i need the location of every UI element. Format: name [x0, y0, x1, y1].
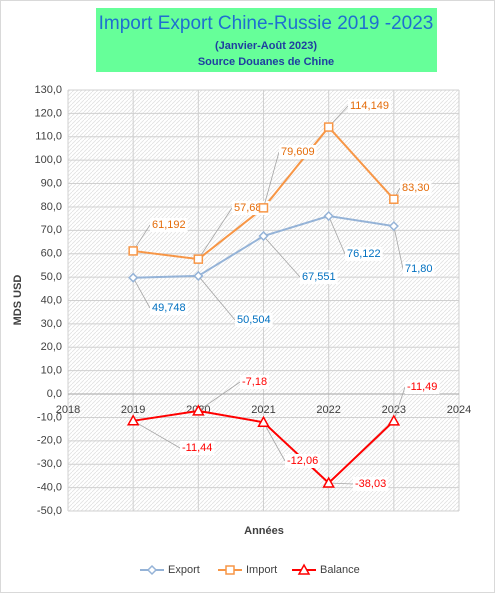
- leader-line: [132, 420, 181, 449]
- marker: [193, 254, 204, 264]
- label-bg: [285, 454, 321, 468]
- y-tick-label: 30,0: [41, 318, 62, 330]
- legend-marker: [297, 563, 311, 575]
- data-label: -11,49: [407, 381, 437, 393]
- marker: [323, 210, 334, 222]
- y-tick-label: -50,0: [37, 505, 62, 517]
- chart-source: Source Douanes de Chine: [198, 56, 334, 68]
- legend-marker: [146, 564, 158, 576]
- leader-line: [132, 277, 151, 309]
- leader-line: [328, 215, 346, 255]
- label-bg: [405, 380, 440, 394]
- legend-label: Export: [168, 564, 200, 576]
- data-label: 79,609: [281, 146, 315, 158]
- label-bg: [353, 477, 389, 491]
- y-tick-label: 100,0: [34, 154, 62, 166]
- x-tick-label: 2021: [251, 404, 275, 416]
- label-bg: [150, 301, 188, 315]
- leader-line: [198, 381, 241, 412]
- y-tick-label: -40,0: [37, 482, 62, 494]
- y-tick-label: 40,0: [41, 294, 62, 306]
- marker: [389, 194, 399, 204]
- y-tick-label: 20,0: [41, 341, 62, 353]
- y-tick-label: 90,0: [41, 177, 62, 189]
- x-tick-label: 2024: [447, 404, 471, 416]
- marker: [258, 203, 269, 213]
- x-tick-label: 2023: [382, 404, 406, 416]
- label-bg: [400, 181, 432, 195]
- marker: [258, 231, 269, 242]
- y-tick-label: 80,0: [41, 201, 62, 213]
- label-bg: [345, 247, 383, 261]
- data-label: 114,149: [350, 100, 389, 112]
- legend-label: Balance: [320, 564, 360, 576]
- y-tick-label: 60,0: [41, 248, 62, 260]
- y-tick-label: -30,0: [37, 458, 62, 470]
- leader-line: [197, 207, 233, 260]
- leader-line: [263, 151, 280, 208]
- legend-marker: [225, 565, 235, 575]
- data-label: -7,18: [242, 376, 267, 388]
- label-bg: [279, 145, 317, 159]
- data-label: -11,44: [182, 442, 212, 454]
- label-bg: [235, 313, 273, 327]
- data-label: 71,80: [405, 263, 433, 275]
- y-tick-label: 0,0: [47, 388, 62, 400]
- marker: [128, 272, 139, 283]
- data-label: 83,30: [402, 182, 430, 194]
- y-tick-label: -20,0: [37, 435, 62, 447]
- marker: [388, 221, 399, 232]
- label-bg: [403, 262, 435, 276]
- data-label: -38,03: [355, 478, 386, 490]
- legend-label: Import: [246, 564, 277, 576]
- leader-line: [393, 386, 406, 422]
- marker: [387, 414, 401, 426]
- y-tick-label: 120,0: [34, 107, 62, 119]
- leader-line: [263, 235, 301, 278]
- x-tick-label: 2018: [56, 404, 80, 416]
- marker: [322, 476, 335, 488]
- chart-subtitle: (Janvier-Août 2023): [215, 40, 317, 52]
- data-label: -12,06: [287, 455, 318, 467]
- label-bg: [150, 218, 188, 232]
- data-label: 67,551: [302, 271, 336, 283]
- y-tick-label: 50,0: [41, 271, 62, 283]
- title-box: [96, 8, 437, 72]
- marker: [323, 122, 334, 132]
- data-label: 50,504: [237, 314, 271, 326]
- x-axis-label: Années: [244, 525, 284, 537]
- x-tick-label: 2022: [316, 404, 340, 416]
- marker: [126, 414, 140, 426]
- marker: [257, 415, 270, 428]
- y-tick-label: 110,0: [35, 131, 62, 143]
- label-bg: [300, 270, 338, 284]
- leader-line: [198, 275, 236, 321]
- label-bg: [240, 375, 270, 389]
- label-bg: [348, 99, 391, 113]
- label-bg: [180, 441, 215, 455]
- leader-line: [328, 482, 354, 485]
- marker: [192, 404, 205, 416]
- data-label: 76,122: [347, 248, 381, 260]
- y-tick-label: -10,0: [37, 411, 62, 423]
- chart-title: Import Export Chine-Russie 2019 -2023: [99, 13, 434, 34]
- y-tick-label: 130,0: [34, 84, 62, 96]
- leader-line: [393, 226, 404, 270]
- leader-line: [263, 422, 286, 462]
- marker: [128, 246, 138, 256]
- y-tick-label: 10,0: [41, 365, 62, 377]
- x-tick-label: 2019: [121, 404, 145, 416]
- y-tick-label: 70,0: [41, 224, 62, 236]
- data-label: 49,748: [152, 302, 186, 314]
- y-axis-label: MDS USD: [12, 275, 24, 326]
- data-label: 61,192: [152, 219, 186, 231]
- marker: [193, 270, 204, 281]
